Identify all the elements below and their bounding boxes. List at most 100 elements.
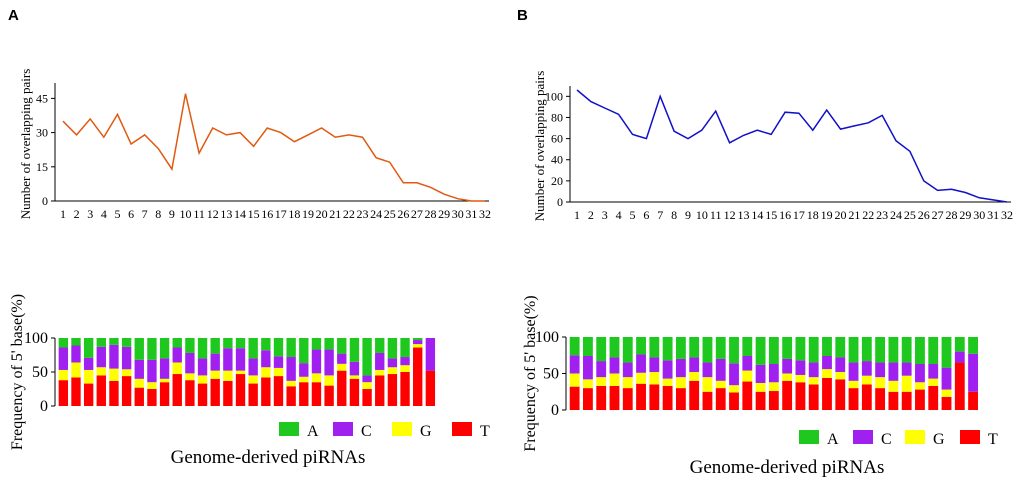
panel-b-line-x-tick-label: 28: [946, 208, 958, 222]
panel-b-bar-bar-c: [609, 357, 620, 374]
panel-b-bar-bar-c: [888, 362, 899, 381]
panel-a-bar-bar-a: [349, 338, 360, 362]
panel-a-bar-bar-t: [185, 380, 195, 406]
panel-b-line-x-tick-label: 23: [876, 208, 888, 222]
panel-a-line-x-tick-label: 17: [275, 207, 287, 221]
panel-a-bar-bar-g: [362, 382, 372, 389]
panel-a-bar-bar-t: [311, 382, 322, 406]
panel-b-bar-bar-t: [954, 362, 965, 410]
panel-b-line-x-tick-label: 25: [904, 208, 916, 222]
panel-b-bar-bar-c: [729, 363, 739, 386]
panel-b-line-x-tick-label: 6: [643, 208, 649, 222]
panel-b-bar-bar-a: [569, 337, 580, 356]
panel-a-bar-bar-g: [324, 375, 334, 386]
panel-b-bar-bar-c: [835, 357, 846, 373]
panel-b-bar-bar-a: [742, 337, 753, 356]
panel-b-bar-bar-g: [861, 375, 872, 385]
legend-b-swatch-t: [960, 430, 980, 444]
panel-a-bar-bar-c: [337, 353, 347, 364]
panel-a-line-x-tick-label: 28: [425, 207, 437, 221]
panel-a-line-x-tick-label: 32: [479, 207, 491, 221]
panel-b-bar-y-axis-title: Frequency of 5' base(%): [522, 295, 539, 451]
panel-a-bar-bar-a: [223, 338, 233, 349]
panel-b-bar-bar-t: [782, 380, 793, 410]
panel-b-line-series-line: [576, 89, 1008, 203]
panel-a-bar-bar-c: [311, 349, 322, 374]
panel-a-line-x-tick-label: 9: [169, 207, 175, 221]
panel-a-bar-bar-a: [387, 338, 398, 359]
panel-a-bar-bar-g: [273, 367, 284, 377]
panel-b-bar-bar-a: [875, 337, 886, 363]
panel-b-bar-bar-t: [875, 388, 886, 410]
panel-b-bar-bar-t: [729, 392, 739, 410]
panel-b-bar-bar-a: [848, 337, 859, 363]
panel-a-bar-bar-c: [286, 357, 296, 381]
panel-a-bar-bar-t: [248, 383, 258, 406]
panel-b-bar-bar-t: [636, 383, 646, 410]
panel-b-line-x-tick-label: 30: [973, 208, 985, 222]
panel-b-bar-bar-a: [715, 337, 726, 359]
panel-b-bar-bar-a: [689, 337, 700, 358]
panel-b-bar-y-tick-label: 0: [551, 402, 559, 419]
legend-a-label-g: G: [420, 423, 432, 440]
panel-a-bar-bar-t: [375, 375, 385, 406]
panel-a-line-x-tick-label: 3: [87, 207, 93, 221]
panel-a-bar-y-tick-label: 50: [32, 364, 48, 381]
panel-a-line-x-tick-label: 16: [261, 207, 273, 221]
panel-b-bar-bar-c: [848, 362, 859, 381]
panel-a-bar-y-axis-title: Frequency of 5' base(%): [9, 294, 26, 450]
panel-b-bar-bar-t: [941, 396, 952, 410]
panel-a-bar-bar-g: [159, 378, 170, 383]
panel-b-bar-bar-c: [583, 355, 593, 380]
panel-b-bar-bar-t: [808, 384, 819, 410]
legend-b: A C G T: [799, 430, 998, 448]
panel-b-bar-bar-c: [689, 357, 700, 373]
panel-a-line-y-tick-label: 0: [42, 194, 48, 208]
panel-b-bar-bar-t: [715, 388, 726, 410]
panel-a-bar-bar-a: [83, 338, 94, 358]
panel-b-line-x-tick-label: 27: [932, 208, 944, 222]
panel-a-line-x-tick-label: 30: [452, 207, 464, 221]
panel-b-bar-bar-a: [822, 337, 832, 356]
panel-a-bar-bar-g: [172, 362, 182, 375]
panel-a-bar-bar-t: [425, 370, 436, 406]
panel-b-bar-bar-t: [835, 379, 846, 410]
panel-a-line-x-tick-label: 8: [155, 207, 161, 221]
panel-a-bar-bar-g: [400, 365, 410, 372]
panel-b-bar-bar-a: [928, 337, 939, 365]
panel-a-line-series-line: [62, 93, 485, 202]
panel-a-bar-bar-t: [197, 383, 208, 406]
panel-a-bar-bar-c: [299, 363, 309, 377]
panel-b-line-x-tick-label: 9: [685, 208, 691, 222]
panel-b-bar-bar-a: [795, 337, 806, 361]
panel-a-line-x-tick-label: 14: [234, 207, 246, 221]
panel-b-bar-bar-g: [715, 380, 726, 389]
panel-a-bar-x-axis-title: Genome-derived piRNAs: [171, 447, 366, 468]
panel-b-bar-bar-c: [822, 355, 832, 370]
panel-b-bar-bar-g: [596, 377, 607, 386]
panel-b-bar-bar-g: [729, 385, 739, 393]
panel-a-bar-bar-c: [362, 375, 372, 383]
panel-a-bar-bar-c: [413, 340, 423, 345]
panel-b-bar-bar-a: [808, 337, 819, 363]
panel-a-bar-bar-g: [286, 380, 296, 387]
panel-a-bar-bar-c: [425, 338, 436, 371]
panel-a-bar-bar-a: [235, 338, 246, 349]
panel-a-bar-bar-t: [83, 383, 94, 406]
panel-a-bar-bar-c: [375, 352, 385, 370]
panel-a-line-x-tick-label: 10: [180, 207, 192, 221]
panel-a-bar-bar-a: [210, 338, 220, 354]
panel-b-line-x-tick-label: 24: [890, 208, 902, 222]
legend-a-swatch-t: [452, 422, 472, 436]
panel-b-line-x-tick-label: 11: [710, 208, 722, 222]
panel-a-bar-bar-c: [134, 359, 144, 379]
panel-b-bar-bar-c: [861, 361, 872, 376]
panel-a-line-x-tick-label: 7: [142, 207, 148, 221]
panel-b-bar-bar-a: [662, 337, 673, 361]
panel-a-line-x-tick-label: 1: [60, 207, 66, 221]
panel-a-line-x-tick-label: 13: [220, 207, 232, 221]
panel-a-bar-bar-g: [299, 376, 309, 383]
panel-b-bar-bar-g: [901, 375, 912, 392]
